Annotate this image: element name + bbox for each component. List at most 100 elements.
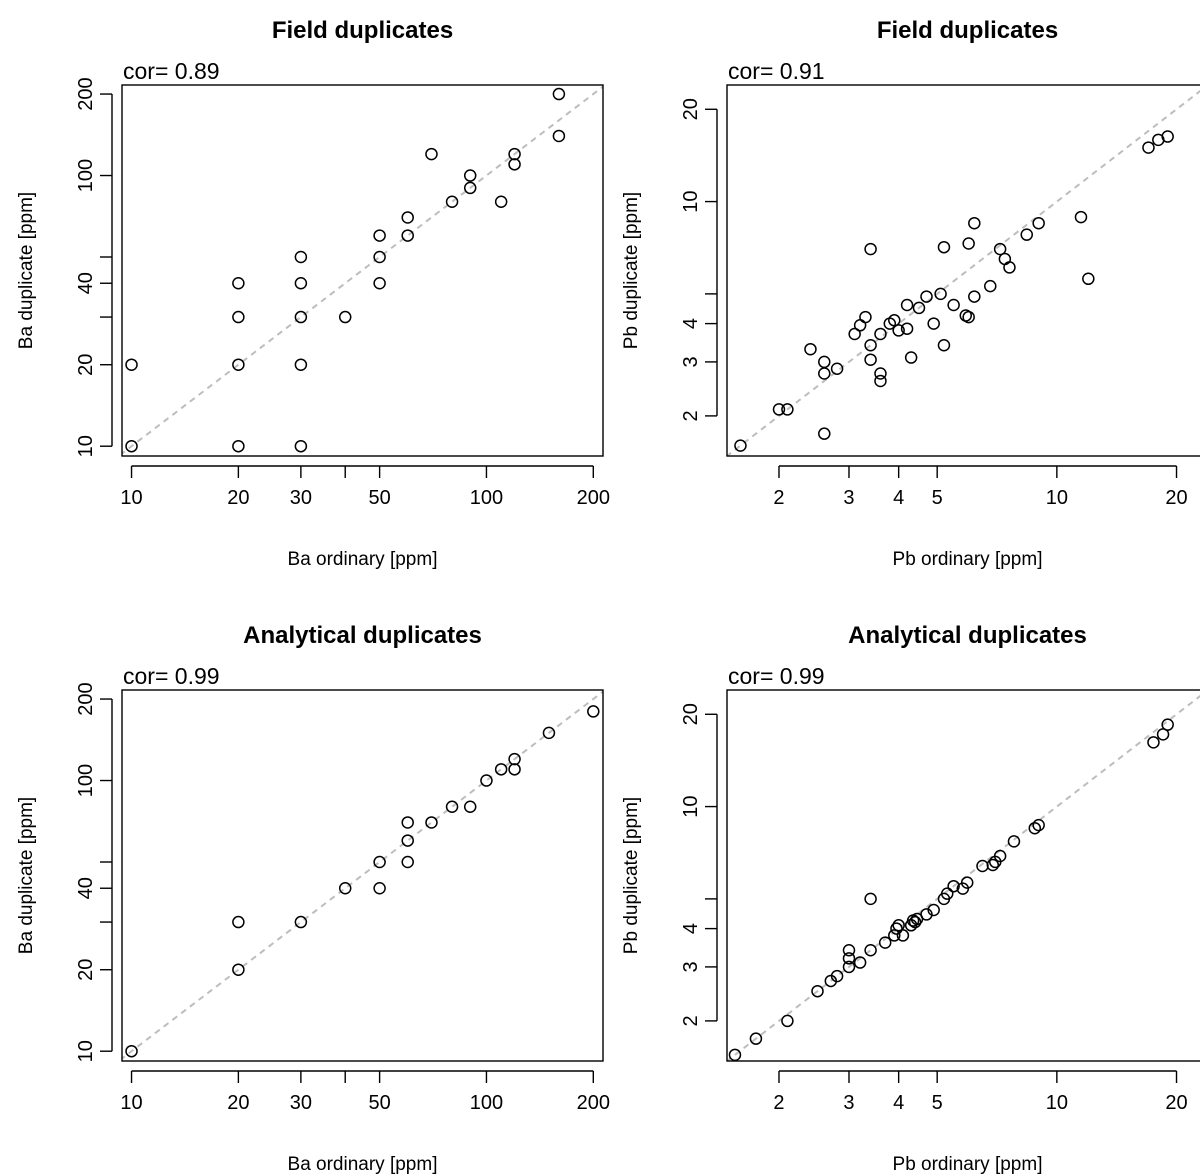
x-tick-label: 3 xyxy=(843,487,854,509)
data-point xyxy=(508,147,521,161)
data-point xyxy=(968,216,981,230)
data-point xyxy=(552,87,566,101)
data-point xyxy=(927,903,940,917)
x-axis: 10 20 30 50 100 200 xyxy=(120,1070,610,1114)
data-point xyxy=(940,887,954,900)
data-point xyxy=(888,929,901,942)
data-point xyxy=(508,763,521,776)
y-tick-label: 200 xyxy=(75,682,97,715)
data-point xyxy=(338,310,352,324)
x-axis-label: Ba ordinary [ppm] xyxy=(288,1154,438,1174)
data-point xyxy=(373,229,386,242)
data-point xyxy=(294,310,308,324)
identity-line xyxy=(727,89,1200,456)
data-point xyxy=(853,956,867,969)
x-axis: 2 3 4 5 10 20 xyxy=(773,1070,1188,1114)
chart-title: Field duplicates xyxy=(877,17,1058,44)
data-point xyxy=(1082,272,1095,286)
data-point xyxy=(1161,718,1174,731)
data-point xyxy=(425,147,438,161)
data-point xyxy=(904,351,918,364)
x-tick-label: 200 xyxy=(577,1092,610,1114)
y-tick-label: 4 xyxy=(680,318,702,329)
data-point xyxy=(294,915,308,929)
data-point xyxy=(830,362,844,375)
identity-line xyxy=(727,694,1200,1061)
data-point xyxy=(864,892,877,906)
data-point xyxy=(734,439,747,452)
y-tick-label: 10 xyxy=(75,1040,97,1062)
data-point xyxy=(960,876,974,889)
data-point xyxy=(1020,228,1034,241)
y-axis: 2 3 4 10 20 xyxy=(680,703,718,1026)
data-point xyxy=(830,969,844,983)
data-point xyxy=(859,310,872,324)
data-point xyxy=(920,290,933,303)
data-point xyxy=(781,403,794,416)
data-point xyxy=(125,358,138,371)
x-tick-label: 20 xyxy=(1165,1092,1187,1114)
x-axis-label: Pb ordinary [ppm] xyxy=(893,549,1043,570)
data-point xyxy=(445,800,459,814)
y-axis: 2 3 4 10 20 xyxy=(680,98,718,421)
data-point xyxy=(781,1014,794,1028)
y-tick-label: 20 xyxy=(75,959,97,981)
data-point xyxy=(842,952,856,965)
data-point xyxy=(232,310,245,324)
y-axis-label: Pb duplicate [ppm] xyxy=(621,192,642,349)
data-point xyxy=(373,276,386,290)
identity-line xyxy=(122,85,603,455)
data-point xyxy=(947,298,960,312)
x-axis-label: Ba ordinary [ppm] xyxy=(288,549,438,570)
data-point xyxy=(818,355,831,369)
x-tick-label: 2 xyxy=(773,487,784,509)
data-point xyxy=(874,374,887,388)
correlation-label: cor= 0.89 xyxy=(123,58,220,84)
data-point xyxy=(494,195,508,209)
data-point xyxy=(888,314,901,327)
data-point xyxy=(125,439,138,453)
x-tick-label: 4 xyxy=(893,1092,904,1114)
y-tick-label: 100 xyxy=(75,159,97,192)
y-tick-label: 20 xyxy=(75,354,97,376)
x-tick-label: 4 xyxy=(893,487,904,509)
y-axis-label: Pb duplicate [ppm] xyxy=(621,797,642,954)
data-point xyxy=(463,800,477,814)
x-tick-label: 5 xyxy=(932,487,943,509)
y-tick-label: 4 xyxy=(680,923,702,934)
y-axis-label: Ba duplicate [ppm] xyxy=(16,192,37,349)
data-point xyxy=(896,929,910,942)
data-point xyxy=(842,960,856,974)
data-point xyxy=(401,855,414,869)
data-point xyxy=(373,881,386,895)
x-tick-label: 2 xyxy=(773,1092,784,1114)
data-point xyxy=(853,319,867,332)
panel-1: Field duplicates cor= 0.89 10 20 30 50 100 200 B… xyxy=(16,17,610,570)
identity-line xyxy=(122,690,603,1060)
data-point xyxy=(874,367,887,380)
plot-frame xyxy=(121,84,604,457)
y-tick-label: 100 xyxy=(75,764,97,797)
plot-frame xyxy=(726,689,1200,1062)
data-point xyxy=(294,358,308,371)
x-tick-label: 10 xyxy=(120,1092,142,1114)
data-point xyxy=(294,276,308,290)
data-point xyxy=(552,129,566,143)
x-tick-label: 200 xyxy=(577,487,610,509)
data-point xyxy=(294,439,308,453)
data-point xyxy=(962,310,975,324)
panel-4: Analytical duplicates cor= 0.99 2 3 4 5 10 20 Pb… xyxy=(621,622,1200,1174)
data-point xyxy=(934,287,947,301)
data-point xyxy=(908,915,922,929)
plot-area xyxy=(727,694,1200,1061)
x-axis-label: Pb ordinary [ppm] xyxy=(893,1154,1043,1174)
data-point xyxy=(878,936,892,949)
data-point xyxy=(494,763,508,776)
data-point xyxy=(232,963,245,976)
data-point xyxy=(937,338,951,352)
y-tick-label: 200 xyxy=(75,77,97,110)
x-tick-label: 3 xyxy=(843,1092,854,1114)
data-point xyxy=(480,774,493,787)
data-point xyxy=(1032,216,1045,230)
